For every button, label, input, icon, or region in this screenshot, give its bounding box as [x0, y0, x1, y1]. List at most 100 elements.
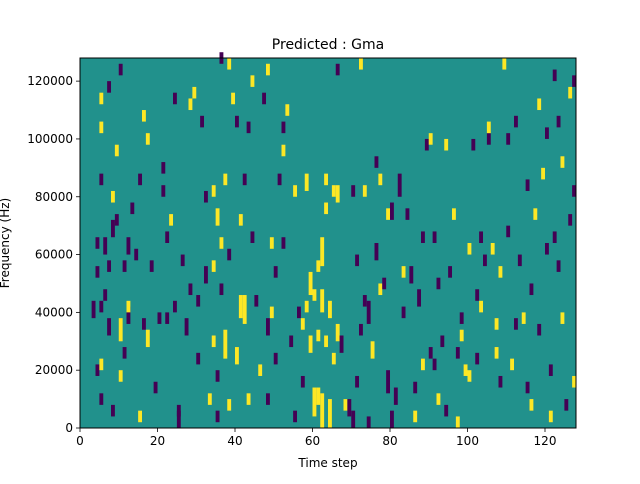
heatmap-cell: [552, 231, 557, 243]
heatmap-cell: [297, 306, 301, 319]
heatmap-cell: [421, 231, 425, 243]
heatmap-cell: [118, 370, 123, 382]
heatmap-cell: [215, 410, 220, 423]
heatmap-cell: [111, 404, 115, 417]
heatmap-cell: [490, 243, 495, 255]
heatmap-cell: [514, 115, 518, 128]
heatmap-cell: [529, 399, 534, 411]
heatmap-cell: [339, 335, 344, 353]
heatmap-cell: [362, 295, 367, 307]
heatmap-cell: [479, 231, 484, 243]
heatmap-cell: [560, 156, 565, 168]
y-tick-label: 20000: [35, 363, 73, 377]
heatmap-cell: [300, 318, 305, 330]
heatmap-cell: [494, 318, 499, 330]
heatmap-cell: [188, 98, 193, 111]
heatmap-cell: [114, 144, 119, 157]
heatmap-cell: [118, 63, 123, 76]
heatmap-cell: [176, 404, 181, 417]
heatmap-cell: [173, 300, 177, 313]
heatmap-cell: [99, 358, 104, 371]
heatmap-cell: [521, 312, 526, 324]
heatmap-cell: [111, 219, 115, 238]
heatmap-cell: [165, 231, 170, 243]
heatmap-cell: [560, 312, 565, 324]
heatmap-cell: [215, 370, 220, 382]
heatmap-cell: [459, 329, 464, 342]
heatmap-cell: [514, 318, 518, 330]
heatmap-cell: [207, 393, 212, 405]
heatmap-cell: [223, 173, 228, 186]
heatmap-cell: [320, 237, 325, 267]
heatmap-cell: [91, 300, 96, 319]
heatmap-cell: [572, 375, 577, 388]
heatmap-cell: [436, 277, 441, 290]
heatmap-cell: [250, 231, 255, 243]
heatmap-cell: [157, 312, 162, 324]
heatmap-cell: [281, 237, 286, 249]
x-tick-label: 0: [76, 434, 84, 448]
heatmap-cell: [126, 306, 131, 324]
y-axis-label: Frequency (Hz): [0, 198, 12, 289]
heatmap-cell: [304, 173, 309, 191]
heatmap-cell: [467, 243, 472, 255]
heatmap-cell: [99, 92, 104, 105]
heatmap-cell: [211, 185, 216, 197]
heatmap-cell: [227, 399, 232, 411]
heatmap-cell: [498, 375, 503, 388]
heatmap-cell: [401, 266, 406, 278]
heatmap-cell: [266, 63, 270, 76]
heatmap-cell: [498, 266, 503, 278]
heatmap-cell: [436, 393, 441, 405]
heatmap-cell: [145, 133, 150, 145]
heatmap-cell: [192, 86, 197, 99]
heatmap-cell: [475, 289, 480, 301]
heatmap-cell: [428, 347, 433, 359]
y-tick-label: 40000: [35, 305, 73, 319]
heatmap-cell: [548, 364, 553, 376]
heatmap-cell: [378, 173, 383, 186]
heatmap-cell: [366, 416, 371, 428]
heatmap-cell: [95, 266, 100, 278]
heatmap-cell: [188, 283, 193, 296]
heatmap-cell: [316, 387, 321, 405]
heatmap-cell: [200, 115, 205, 128]
heatmap-cell: [238, 214, 243, 226]
heatmap-cell: [180, 254, 185, 267]
heatmap-cell: [541, 167, 546, 180]
heatmap-cell: [378, 283, 383, 296]
heatmap-cell: [432, 358, 437, 371]
heatmap-cell: [99, 393, 104, 405]
heatmap-cell: [126, 237, 131, 255]
y-tick-label: 100000: [27, 132, 73, 146]
heatmap-cell: [366, 300, 371, 324]
heatmap-cell: [347, 399, 352, 417]
heatmap-cell: [390, 202, 394, 220]
heatmap-cell: [304, 300, 309, 313]
heatmap-cell: [572, 185, 577, 197]
heatmap-cell: [467, 370, 472, 382]
heatmap-cell: [161, 185, 166, 197]
heatmap-cell: [196, 295, 201, 307]
heatmap-cell: [405, 208, 410, 220]
heatmap-cell: [242, 295, 247, 324]
heatmap-cell: [572, 75, 577, 87]
heatmap-cell: [227, 248, 232, 261]
heatmap-cell: [254, 295, 259, 307]
heatmap-cell: [424, 138, 429, 151]
heatmap-cell: [242, 173, 247, 186]
heatmap-cell: [103, 237, 108, 255]
y-tick-label: 80000: [35, 190, 73, 204]
heatmap-cell: [277, 173, 282, 186]
heatmap-cell: [455, 416, 460, 428]
heatmap-cell: [382, 277, 387, 290]
heatmap-cell: [176, 410, 181, 428]
heatmap-cell: [444, 138, 449, 151]
heatmap-cell: [122, 260, 127, 272]
heatmap-cell: [316, 260, 321, 272]
heatmap-cell: [215, 208, 220, 226]
plot-frame: [79, 57, 577, 429]
heatmap-cell: [359, 58, 363, 70]
heatmap-cell: [548, 410, 553, 423]
heatmap-cell: [258, 364, 263, 376]
